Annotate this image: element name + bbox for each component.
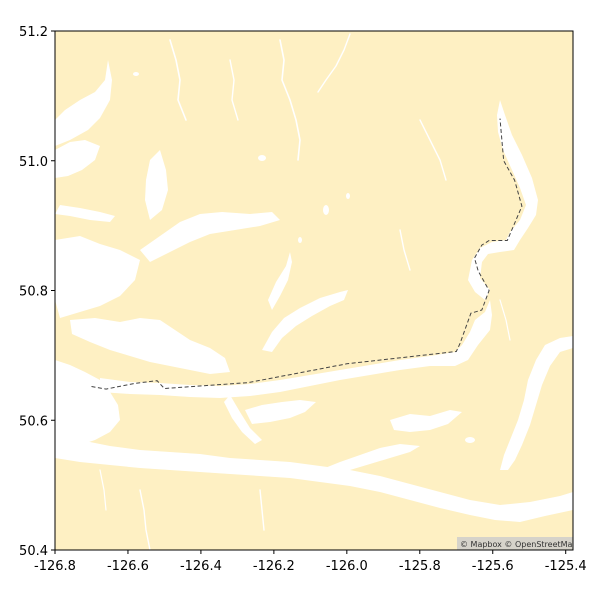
x-tick-label: -126.6 [107,559,149,574]
northwest-bay [55,140,100,178]
x-axis: -126.8 -126.6 -126.4 -126.2 -126.0 -125.8 -125… [34,550,587,574]
map-area[interactable]: © Mapbox © OpenStreetMap [55,31,578,550]
y-tick-label: 51.2 [19,25,48,40]
main-inlet [100,300,492,398]
river-4 [419,119,447,181]
attribution-text: © Mapbox © OpenStreetMap [460,540,578,549]
y-tick-label: 50.4 [19,544,48,559]
x-tick-label: -125.6 [472,559,514,574]
y-tick-label: 50.8 [19,285,48,300]
river-3 [317,33,351,93]
mid-south-inlet-2 [224,395,262,444]
river-10 [499,299,511,341]
attribution-box [457,537,573,550]
x-tick-label: -125.4 [545,559,587,574]
lake-5 [465,437,475,443]
river-9 [99,469,107,511]
lake-4 [346,193,350,199]
y-tick-label: 51.0 [19,155,48,170]
west-archipelago-3 [55,205,115,222]
x-tick-label: -126.4 [180,559,222,574]
y-axis: 50.4 50.6 50.8 51.0 51.2 [19,25,55,559]
mid-inlet-north [262,290,348,352]
central-north-inlet [140,212,280,262]
y-tick-label: 50.6 [19,414,48,429]
lake-1 [323,205,329,215]
north-inlet [468,100,538,300]
west-archipelago-1 [55,236,140,318]
southern-channel [55,435,573,522]
x-tick-label: -125.8 [399,559,441,574]
lake-2 [258,155,266,161]
mid-south-inlet-1 [245,400,316,424]
route-line [91,118,523,390]
river-2 [169,39,187,121]
east-south-inlet [390,410,462,432]
western-sound [55,360,120,445]
south-inlet [320,444,420,470]
west-archipelago-2 [70,318,230,374]
mid-inlet-north-2 [268,252,292,310]
river-1 [279,39,301,161]
river-7 [399,229,411,271]
lake-3 [133,72,139,76]
southeast-inlet [500,336,573,470]
river-8 [229,59,239,121]
northwest-water [55,60,112,146]
north-arm [145,150,168,220]
lake-6 [298,237,302,243]
x-tick-label: -126.0 [326,559,368,574]
x-tick-label: -126.8 [34,559,76,574]
river-6 [259,489,265,531]
x-tick-label: -126.2 [253,559,295,574]
water-bodies [55,33,573,550]
river-5 [139,489,151,550]
